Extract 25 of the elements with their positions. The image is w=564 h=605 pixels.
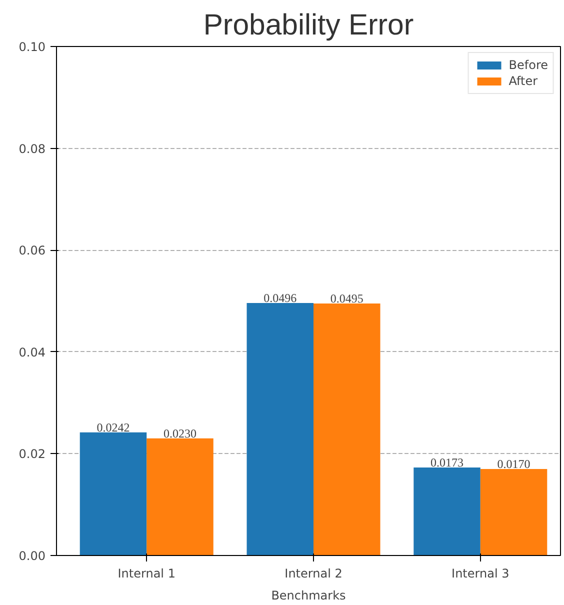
data-label: 0.0173 [430,455,464,470]
y-tick-label: 0.10 [18,40,46,54]
y-tick-label: 0.06 [18,244,46,258]
bar [80,432,147,556]
x-tick-label: Internal 1 [118,566,176,580]
data-label: 0.0496 [264,291,297,306]
bar [314,304,380,556]
bar [480,468,548,556]
y-tick-label: 0.00 [18,549,46,563]
y-tick-label: 0.04 [18,345,46,360]
y-tick-label: 0.08 [18,142,46,156]
y-tick-label: 0.02 [18,447,46,462]
legend-label: After [508,74,538,88]
chart-title: Probability Error [203,8,414,42]
x-axis-title: Benchmarks [271,588,346,602]
x-tick-label: Internal 2 [284,566,342,580]
bar [414,467,480,556]
legend-label: Before [508,58,548,72]
data-label: 0.0230 [163,426,196,440]
bar [246,303,314,556]
data-label: 0.0170 [497,456,530,471]
data-label: 0.0242 [96,420,130,434]
bar [146,438,214,556]
data-label: 0.0495 [330,292,364,306]
x-tick-label: Internal 3 [452,566,510,580]
